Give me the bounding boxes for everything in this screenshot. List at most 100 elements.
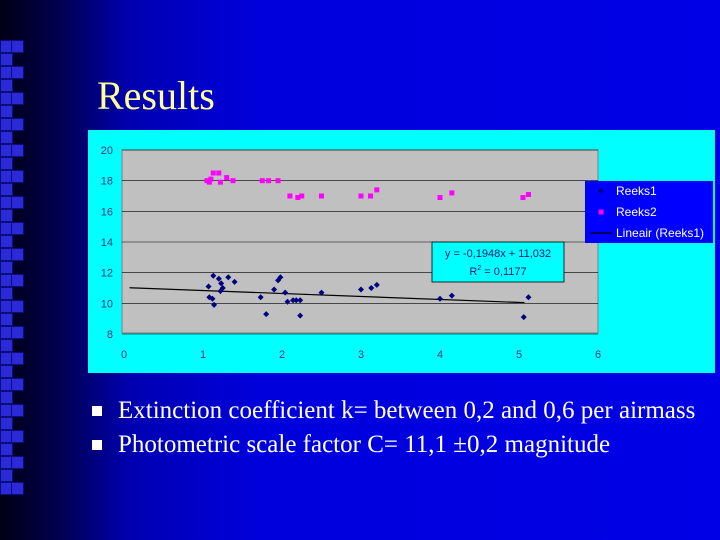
reeks2-point [230,178,236,184]
bullet-item: Extinction coefficient k= between 0,2 an… [88,395,708,426]
reeks2-point [224,175,230,181]
decorative-square [11,196,24,209]
plot-area [121,149,599,334]
bullet-list: Extinction coefficient k= between 0,2 an… [88,395,708,463]
decorative-square [0,365,13,378]
trendline [129,287,525,304]
reeks1-point [210,272,217,279]
decorative-square [11,40,24,53]
reeks2-point [319,193,324,199]
decorative-square [11,404,24,417]
reeks2-point [295,195,301,201]
reeks1-point [225,274,232,281]
bullet-square-icon [92,440,102,450]
reeks1-point [263,311,270,318]
reeks1-point [368,285,375,291]
decorative-square [11,326,24,339]
reeks2-point [217,179,223,185]
reeks1-point [448,292,455,299]
reeks2-point [266,178,272,184]
decorative-square [0,209,13,222]
x-tick-label: 2 [279,349,285,361]
reeks1-point [277,274,284,281]
reeks2-point [358,193,364,199]
reeks1-point [297,297,304,304]
decorative-square [0,183,13,196]
y-tick-label: 16 [101,206,113,218]
reeks1-point [318,289,325,296]
slide-title: Results [97,73,215,118]
reeks1-point [257,294,264,301]
legend-label-reeks2: Reeks2 [616,205,657,219]
reeks2-point [437,195,443,201]
reeks1-point [284,298,291,305]
decorative-square [11,144,24,157]
decorative-square [11,66,24,79]
reeks2-point [216,170,222,176]
reeks1-point [215,275,222,282]
y-tick-label: 18 [101,176,113,188]
reeks2-point [299,193,305,199]
legend: Reeks1 Reeks2 Lineair (Reeks1) [585,181,713,243]
reeks1-point [297,312,304,319]
decorative-square [0,339,13,352]
reeks1-point [219,285,226,291]
reeks2-point [367,193,373,199]
y-tick-label: 8 [107,329,113,341]
x-tick-label: 6 [595,349,601,361]
decorative-square [0,53,13,66]
x-tick-label: 5 [516,349,522,361]
bullet-text: Extinction coefficient k= between 0,2 an… [118,397,696,424]
trendline-group [129,287,525,304]
x-tick-label: 3 [358,349,364,361]
reeks2-point [210,170,216,176]
series-reeks2 [204,170,531,201]
decorative-square [11,170,24,183]
decorative-square [0,469,13,482]
reeks2-point [449,190,455,196]
decorative-square [11,482,24,495]
decorative-square [11,300,24,313]
reeks2-point [259,178,265,184]
equation-annotation: y = -0,1948x + 11,032 R2 = 0,1177 [431,241,565,283]
reeks1-point [211,301,218,308]
reeks1-point [205,283,212,290]
x-tick-label: 4 [437,349,443,361]
reeks2-point [287,193,293,199]
r-squared-prefix: R [469,266,477,278]
decorative-square [11,274,24,287]
legend-reeks2-marker [598,209,604,215]
y-tick-label: 10 [101,298,113,310]
decorative-square [11,430,24,443]
equation-text: y = -0,1948x + 11,032 [445,248,551,260]
decorative-square [0,417,13,430]
reeks2-point [208,176,214,182]
reeks1-point [218,280,225,287]
decorative-square [0,235,13,248]
reeks1-point [373,281,380,288]
series-reeks1 [205,272,532,321]
reeks1-point [525,294,532,301]
reeks2-point [275,178,281,184]
reeks1-point [209,295,216,302]
bullet-item: Photometric scale factor C= 11,1 ±0,2 ma… [88,429,708,460]
reeks1-point [520,314,527,321]
decorative-square [0,391,13,404]
bullet-square-icon [92,406,102,416]
x-tick-label: 1 [200,349,206,361]
decorative-square [11,352,24,365]
r-squared-superscript: 2 [477,265,481,272]
r-squared-text: R2 = 0,1177 [469,265,526,278]
decorative-square [11,248,24,261]
decorative-square [0,157,13,170]
decorative-square-column [0,40,24,500]
reeks1-point [231,278,238,285]
reeks1-point [293,297,300,304]
decorative-square [0,79,13,92]
decorative-square [11,456,24,469]
reeks2-point [520,195,526,201]
legend-label-trendline: Lineair (Reeks1) [616,226,704,240]
legend-reeks1-marker [598,188,604,194]
reeks1-point [437,295,443,302]
